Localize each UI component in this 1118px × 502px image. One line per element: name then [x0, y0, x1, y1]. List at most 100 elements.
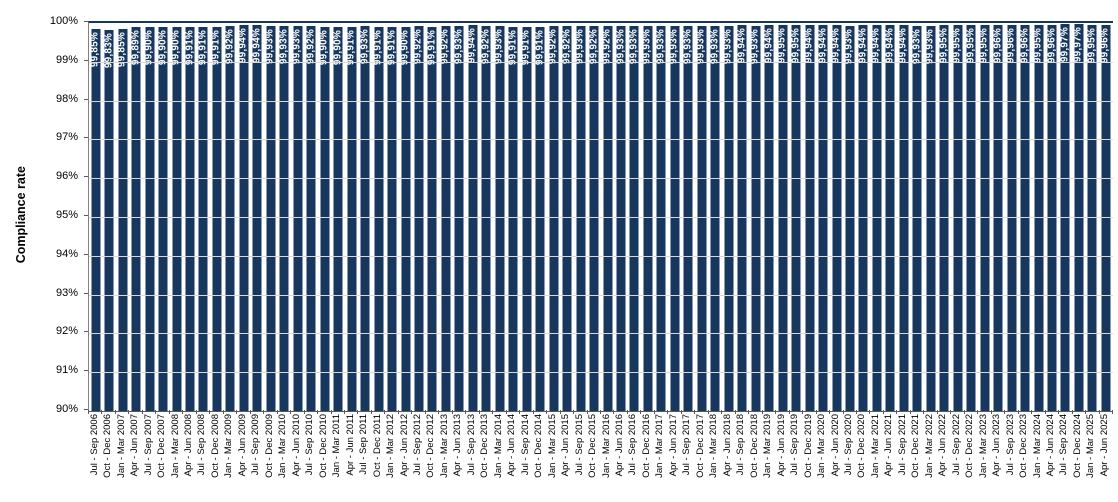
bar-value-label: 99,93% — [291, 28, 303, 64]
x-label-cell: Apr - Jun 2013 — [452, 414, 465, 502]
x-axis-tick — [829, 410, 831, 414]
bar-value-label: 99,94% — [251, 28, 263, 64]
bar-column: 99,92% — [224, 23, 237, 411]
x-axis-tick-label: Jan - Mar 2024 — [1031, 414, 1043, 478]
x-axis-tick-label: Apr - Jun 2025 — [1098, 414, 1110, 477]
x-label-cell: Oct - Dec 2006 — [101, 414, 114, 502]
x-axis-tick-label: Oct - Dec 2010 — [317, 414, 329, 478]
y-axis-tick — [84, 215, 88, 216]
x-axis-tick — [950, 410, 952, 414]
x-axis-tick-label: Jan - Mar 2023 — [977, 414, 989, 478]
bar: 99,93% — [359, 25, 370, 411]
x-axis-tick — [114, 410, 116, 414]
bar-value-label: 99,92% — [224, 29, 236, 65]
x-axis-tick — [1017, 410, 1019, 414]
x-label-cell: Oct - Dec 2021 — [910, 414, 923, 502]
bar: 99,92% — [602, 26, 613, 411]
x-axis-tick-label: Oct - Dec 2022 — [964, 414, 976, 478]
x-axis-tick-label: Jan - Mar 2016 — [600, 414, 612, 478]
x-axis-tick-label: Apr - Jun 2007 — [129, 414, 141, 477]
x-axis-tick — [411, 410, 413, 414]
x-axis-tick — [546, 410, 548, 414]
x-label-cell: Jan - Mar 2011 — [330, 414, 343, 502]
x-axis-tick — [330, 410, 332, 414]
x-axis-tick-label: Jul - Sep 2008 — [196, 414, 208, 476]
x-label-cell: Apr - Jun 2018 — [721, 414, 734, 502]
bar: 99,92% — [561, 26, 573, 411]
x-axis-tick — [505, 410, 507, 414]
x-label-cell: Jan - Mar 2009 — [223, 414, 236, 502]
bar-column: 99,93% — [641, 23, 654, 411]
x-label-cell: Jan - Mar 2008 — [169, 414, 182, 502]
x-axis-tick-label: Jan - Mar 2022 — [923, 414, 935, 478]
bar: 99,94% — [857, 25, 868, 411]
x-axis-tick-label: Apr - Jun 2014 — [506, 414, 518, 477]
x-axis-tick-label: Jan - Mar 2014 — [492, 414, 504, 478]
x-label-cell: Apr - Jun 2024 — [1044, 414, 1057, 502]
x-label-cell: Oct - Dec 2020 — [856, 414, 869, 502]
bar-value-label: 99,91% — [210, 29, 222, 65]
x-axis-tick-label: Jan - Mar 2020 — [816, 414, 828, 478]
y-axis-tick — [84, 409, 88, 410]
bar-column: 99,93% — [358, 23, 371, 411]
bar-value-label: 99,92% — [561, 29, 573, 65]
bar-value-label: 99,94% — [237, 28, 249, 64]
bar-value-label: 99,93% — [843, 28, 855, 64]
x-label-cell: Oct - Dec 2009 — [263, 414, 276, 502]
bar-column: 99,93% — [628, 23, 641, 411]
y-axis-tick-label: 99% — [55, 53, 78, 66]
bar-column: 99,90% — [331, 23, 344, 411]
bar-value-label: 99,93% — [641, 28, 653, 64]
bar: 99,92% — [305, 26, 316, 411]
bar-column: 99,94% — [736, 23, 749, 411]
x-axis-tick — [680, 410, 682, 414]
x-label-cell: Jul - Sep 2023 — [1004, 414, 1017, 502]
bar: 99,91% — [210, 26, 222, 411]
x-axis-tick — [1044, 410, 1046, 414]
x-label-cell: Jul - Sep 2014 — [519, 414, 532, 502]
x-axis-tick — [397, 410, 399, 414]
x-label-cell: Jul - Sep 2008 — [196, 414, 209, 502]
x-axis-tick-label: Jan - Mar 2021 — [869, 414, 881, 478]
bar-column: 99,91% — [385, 23, 398, 411]
bar-value-label: 99,97% — [1059, 27, 1071, 63]
bar-column: 99,91% — [210, 23, 223, 411]
x-axis-tick-label: Apr - Jun 2024 — [1045, 414, 1057, 477]
x-axis-tick-label: Jul - Sep 2014 — [519, 414, 531, 476]
bar-value-label: 99,90% — [157, 29, 169, 66]
y-gridline — [89, 178, 1113, 180]
bar-column: 99,85% — [89, 23, 102, 411]
x-axis-tick-label: Apr - Jun 2008 — [183, 414, 195, 477]
bar-value-label: 99,91% — [520, 29, 532, 65]
x-axis-tick-label: Apr - Jun 2010 — [290, 414, 302, 477]
bar-value-label: 99,90% — [332, 29, 344, 66]
bar-column: 99,91% — [507, 23, 520, 411]
bar: 99,91% — [426, 26, 437, 411]
bar-column: 99,91% — [426, 23, 439, 411]
x-axis-tick — [519, 410, 521, 414]
x-axis-tick-label: Apr - Jun 2011 — [344, 414, 356, 476]
x-label-cell: Jan - Mar 2013 — [438, 414, 451, 502]
x-axis-tick — [600, 410, 601, 414]
x-axis-tick-label: Jul - Sep 2013 — [465, 414, 477, 476]
x-label-cell: Apr - Jun 2021 — [883, 414, 896, 502]
x-axis-tick-label: Jul - Sep 2017 — [681, 414, 693, 476]
bar-value-label: 99,93% — [749, 28, 761, 64]
bar: 99,91% — [346, 26, 357, 411]
x-axis-tick — [249, 410, 251, 414]
x-axis-tick-label: Oct - Dec 2014 — [533, 414, 545, 478]
x-axis-tick — [317, 410, 319, 414]
x-label-cell: Apr - Jun 2023 — [990, 414, 1003, 502]
bar-column: 99,91% — [197, 23, 210, 411]
bar-column: 99,93% — [291, 23, 304, 411]
bar: 99,93% — [615, 25, 626, 411]
x-label-cell: Oct - Dec 2015 — [586, 414, 599, 502]
bar-column: 99,94% — [237, 23, 250, 411]
x-axis-tick-label: Apr - Jun 2012 — [398, 414, 410, 477]
y-axis-tick-label: 90% — [55, 403, 78, 415]
x-label-cell: Apr - Jun 2014 — [506, 414, 519, 502]
x-axis-tick — [896, 410, 898, 414]
x-axis-tick — [141, 410, 143, 414]
x-axis-tick-label: Jul - Sep 2024 — [1058, 414, 1070, 476]
bar-value-label: 99,96% — [1019, 27, 1031, 63]
